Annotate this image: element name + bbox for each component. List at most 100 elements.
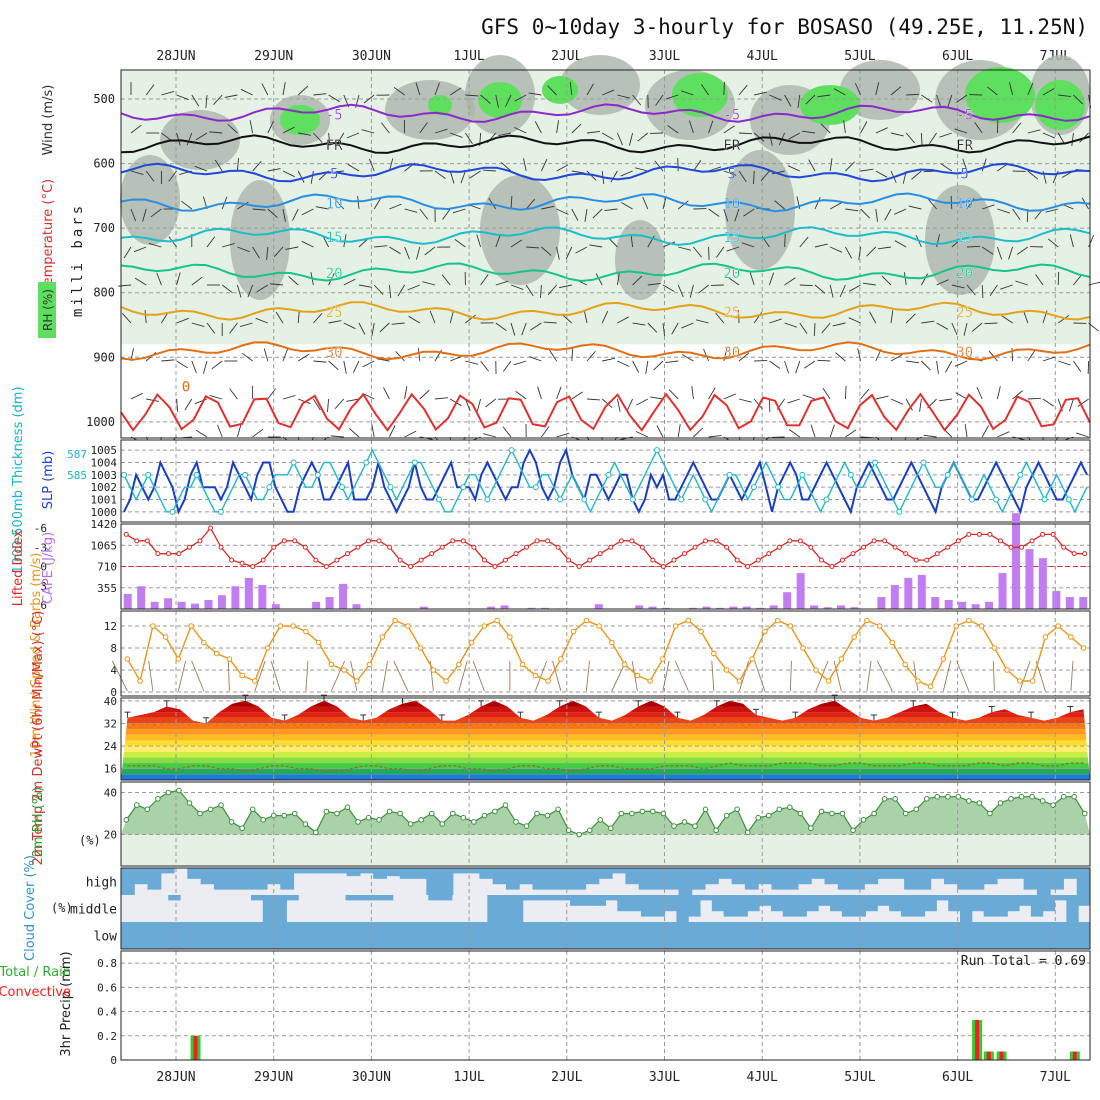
- lifted-index-point: [229, 557, 235, 563]
- wind-barb: [820, 123, 831, 134]
- wind-tick-label: 8: [110, 642, 117, 655]
- cloud-cell: [160, 868, 175, 874]
- lifted-index-point: [681, 551, 687, 557]
- rh-point: [471, 819, 477, 825]
- wind-barb: [616, 272, 620, 286]
- lifted-index-point: [471, 544, 477, 550]
- wind-barb: [774, 200, 785, 210]
- wind-barb: [1027, 129, 1041, 134]
- wind10m-barb: [254, 660, 266, 692]
- wind-barb: [890, 398, 904, 405]
- wind-barb: [620, 170, 633, 177]
- wind-barb: [795, 360, 801, 374]
- wind-barb: [1015, 280, 1028, 286]
- wind-barb: [267, 168, 281, 172]
- wind-barb: [768, 132, 773, 146]
- lifted-index-point: [1029, 538, 1035, 544]
- thickness-point: [993, 496, 1000, 503]
- wind10m-point: [303, 628, 309, 635]
- wind-barb: [541, 205, 555, 210]
- wind-barb: [602, 89, 615, 96]
- rh-point: [155, 796, 161, 802]
- wind-barb: [708, 120, 714, 134]
- cloud-cell: [741, 922, 762, 949]
- wind-barb: [945, 360, 953, 373]
- cloud-cell: [386, 868, 401, 877]
- wind-barb: [784, 277, 796, 286]
- cloud-cell: [121, 868, 135, 895]
- wind10m-point: [609, 639, 615, 646]
- wind-barb: [1071, 132, 1074, 146]
- cape-bar: [419, 606, 428, 609]
- wind10m-point: [915, 678, 921, 684]
- bottom-date-label: 2JUL: [551, 1070, 582, 1085]
- cloud-cell: [943, 868, 958, 885]
- cloud-cell: [373, 868, 387, 879]
- cloud-cell: [198, 922, 219, 949]
- rh-shade-blob: [160, 110, 240, 170]
- dewpoint-line: [127, 762, 1084, 773]
- wind-barb: [434, 82, 440, 96]
- wind-barb: [921, 320, 935, 324]
- wind-barb: [911, 170, 922, 180]
- wind-barb: [768, 272, 775, 286]
- wind-barb: [940, 163, 953, 172]
- wind-tick-label: 4: [110, 664, 117, 677]
- wind-barb: [1042, 132, 1056, 139]
- precip-bg: [121, 951, 1090, 1060]
- top-date-label: 5JUL: [844, 49, 875, 64]
- cloud-cell: [1030, 895, 1044, 917]
- precip-convective-bar: [975, 1020, 980, 1060]
- wind10m-point: [762, 628, 768, 635]
- wind-barb: [1023, 310, 1029, 324]
- wind-barb: [971, 322, 983, 332]
- rh-point: [165, 789, 172, 796]
- wind10m-point: [456, 661, 462, 668]
- isotherm-label: 30: [956, 345, 973, 361]
- thickness-point: [920, 459, 927, 466]
- precip-run-total: Run Total = 0.69: [961, 954, 1086, 969]
- lifted-index-point: [366, 538, 372, 544]
- wind10m-point: [315, 639, 322, 646]
- wind-barb: [389, 246, 401, 255]
- rh-point: [934, 793, 941, 800]
- rh-humid-blob: [478, 82, 522, 118]
- cape-bar: [648, 606, 657, 609]
- temp-border: [120, 697, 1091, 781]
- wind-barb: [346, 132, 360, 139]
- rh-point: [397, 810, 403, 817]
- wind-barb: [343, 322, 356, 330]
- cloud-cell: [625, 868, 640, 885]
- wind-barb: [655, 94, 664, 106]
- rh-point: [123, 817, 130, 823]
- wind10m-point: [366, 661, 373, 668]
- rh-point: [207, 806, 214, 813]
- wind-barb: [894, 208, 907, 215]
- thickness-point: [750, 484, 757, 491]
- cape-bar: [796, 573, 805, 609]
- cape-bar: [123, 594, 132, 609]
- precip-convective-bar: [193, 1035, 198, 1060]
- cloud-cell: [723, 895, 736, 917]
- lifted-index-point: [913, 557, 919, 563]
- upper-air-panel: 500 600 700 800 900 1000 -5 -5 -5 FR FR FR 5 5 5 10 10 10…: [86, 55, 1100, 451]
- cloud-cell: [237, 922, 258, 949]
- isotherm-label: 20: [723, 266, 740, 282]
- wind-barb: [249, 120, 254, 134]
- wind-barb: [358, 284, 372, 288]
- wind-barb: [558, 284, 572, 289]
- wind-barb: [121, 313, 132, 324]
- lifted-index-point: [576, 564, 582, 569]
- y-label-millibars: milli bars: [70, 203, 86, 317]
- wind10m-point: [481, 623, 488, 629]
- wind-barb: [236, 424, 242, 438]
- precip-panel: 0 0.2 0.4 0.6 0.8 Run Total = 0.69: [97, 950, 1091, 1067]
- wind-barb: [195, 429, 208, 438]
- cape-bar: [164, 598, 173, 609]
- rh-point: [513, 819, 519, 825]
- isotherm-label-zero: 0: [182, 379, 190, 395]
- rh-point: [755, 814, 762, 821]
- wind-barb: [252, 208, 266, 211]
- thickness-point: [314, 471, 321, 478]
- thickness-line: [123, 448, 1088, 514]
